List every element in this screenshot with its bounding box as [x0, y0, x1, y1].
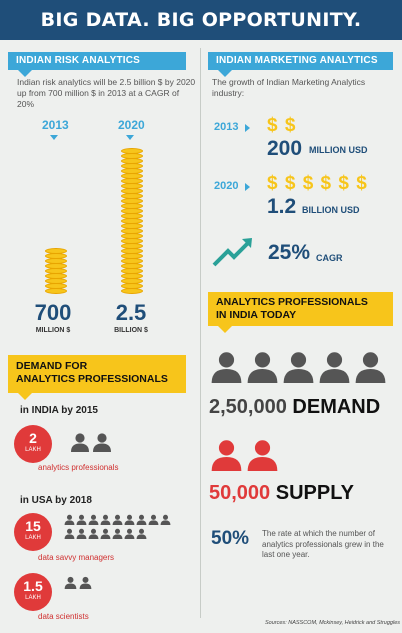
- demand-number: 2,50,000: [209, 396, 287, 418]
- person-icon: [148, 514, 159, 525]
- person-icon: [64, 528, 75, 539]
- india-people-icons: [70, 432, 120, 454]
- person-icon: [283, 352, 314, 383]
- marketing-year-2020: 2020: [214, 180, 239, 192]
- coin-stack-small: [44, 248, 68, 296]
- india-lakh-bubble: 2 LAKH: [14, 425, 52, 463]
- marketing-2013-dollars: $ $: [267, 115, 297, 136]
- person-icon: [71, 433, 89, 452]
- usa-managers-desc: data savvy managers: [38, 553, 115, 562]
- usa-managers-bubble: 15 LAKH: [14, 513, 52, 551]
- demand-people-icons: [210, 350, 390, 392]
- risk-heading: INDIAN RISK ANALYTICS: [8, 52, 186, 70]
- risk-unit-2013: MILLION $: [35, 327, 71, 334]
- risk-unit-2020: BILLION $: [114, 327, 148, 334]
- person-icon: [100, 514, 111, 525]
- usa-2018-label: in USA by 2018: [20, 495, 92, 506]
- person-icon: [79, 576, 92, 589]
- person-icon: [112, 514, 123, 525]
- usa-managers-number: 15: [25, 518, 41, 534]
- person-icon: [112, 528, 123, 539]
- coin-stack-large: [120, 146, 144, 296]
- person-icon: [211, 440, 242, 471]
- person-icon: [88, 514, 99, 525]
- growth-arrow-icon: [212, 238, 252, 267]
- person-icon: [124, 514, 135, 525]
- marketing-2020-value: 1.2: [267, 195, 297, 218]
- marketing-2020-dollars: $ $ $ $ $ $: [267, 173, 368, 194]
- marketing-description: The growth of Indian Marketing Analytics…: [212, 77, 366, 98]
- india-desc: analytics professionals: [38, 463, 119, 472]
- risk-value-2013: 700: [34, 300, 72, 325]
- sources-note: Sources: NASSCOM, Mckinsey, Heidrick and…: [265, 620, 400, 626]
- demand-label: DEMAND: [292, 396, 381, 418]
- person-icon: [136, 528, 147, 539]
- person-icon: [88, 528, 99, 539]
- usa-scientists-number: 1.5: [23, 578, 43, 594]
- usa-managers-unit: LAKH: [25, 535, 41, 541]
- usa-scientists-bubble: 1.5 LAKH: [14, 573, 52, 611]
- risk-year-2013: 2013: [42, 118, 69, 132]
- marketing-2020-pointer: [245, 183, 250, 191]
- person-icon: [93, 433, 111, 452]
- person-icon: [124, 528, 135, 539]
- marketing-2013-value: 200: [267, 137, 303, 160]
- usa-managers-people-icons: [64, 514, 174, 540]
- marketing-heading: INDIAN MARKETING ANALYTICS: [208, 52, 393, 70]
- supply-number: 50,000: [209, 482, 271, 504]
- marketing-2020-unit: BILLION USD: [302, 205, 360, 215]
- india-lakh-number: 2: [29, 430, 37, 446]
- person-icon: [247, 352, 278, 383]
- marketing-year-2013: 2013: [214, 121, 239, 133]
- marketing-heading-tip: [218, 70, 232, 77]
- demand-heading: DEMAND FOR ANALYTICS PROFESSIONALS: [8, 355, 186, 393]
- professionals-heading: ANALYTICS PROFESSIONALS IN INDIA TODAY: [208, 292, 393, 326]
- person-icon: [211, 352, 242, 383]
- page-title: BIG DATA. BIG OPPORTUNITY.: [0, 0, 402, 40]
- column-divider: [200, 48, 201, 618]
- usa-scientists-people-icons: [64, 576, 94, 598]
- supply-label: SUPPLY: [275, 482, 354, 504]
- person-icon: [76, 514, 87, 525]
- person-icon: [319, 352, 350, 383]
- india-lakh-unit: LAKH: [25, 447, 41, 453]
- demand-heading-tip: [18, 393, 32, 400]
- supply-stat: 50,000 SUPPLY: [209, 482, 354, 505]
- usa-scientists-unit: LAKH: [25, 595, 41, 601]
- person-icon: [247, 440, 278, 471]
- risk-description: Indian risk analytics will be 2.5 billio…: [17, 77, 196, 109]
- cagr-label: CAGR: [316, 253, 343, 263]
- professionals-heading-tip: [218, 326, 232, 333]
- coin-icon: [45, 248, 67, 254]
- demand-stat: 2,50,000 DEMAND: [209, 396, 380, 419]
- risk-value-2020: 2.5: [115, 300, 147, 325]
- person-icon: [64, 576, 77, 589]
- risk-year-2020: 2020: [118, 118, 145, 132]
- usa-scientists-desc: data scientists: [38, 612, 89, 621]
- growth-percent: 50%: [211, 528, 250, 549]
- person-icon: [136, 514, 147, 525]
- person-icon: [160, 514, 171, 525]
- risk-year-2020-pointer: [126, 135, 134, 140]
- growth-description: The rate at which the number of analytic…: [262, 529, 384, 559]
- risk-year-2013-pointer: [50, 135, 58, 140]
- professionals-heading-line2: IN INDIA TODAY: [216, 309, 297, 321]
- india-2015-label: in INDIA by 2015: [20, 405, 98, 416]
- supply-people-icons: [210, 438, 280, 480]
- person-icon: [76, 528, 87, 539]
- marketing-2013-unit: MILLION USD: [309, 145, 368, 155]
- marketing-2013-pointer: [245, 124, 250, 132]
- cagr-value: 25%: [268, 241, 311, 264]
- person-icon: [100, 528, 111, 539]
- coin-icon: [121, 148, 143, 154]
- person-icon: [355, 352, 386, 383]
- professionals-heading-line1: ANALYTICS PROFESSIONALS: [216, 296, 368, 308]
- demand-heading-line1: DEMAND FOR: [16, 360, 88, 372]
- risk-heading-tip: [18, 70, 32, 77]
- demand-heading-line2: ANALYTICS PROFESSIONALS: [16, 373, 168, 385]
- person-icon: [64, 514, 75, 525]
